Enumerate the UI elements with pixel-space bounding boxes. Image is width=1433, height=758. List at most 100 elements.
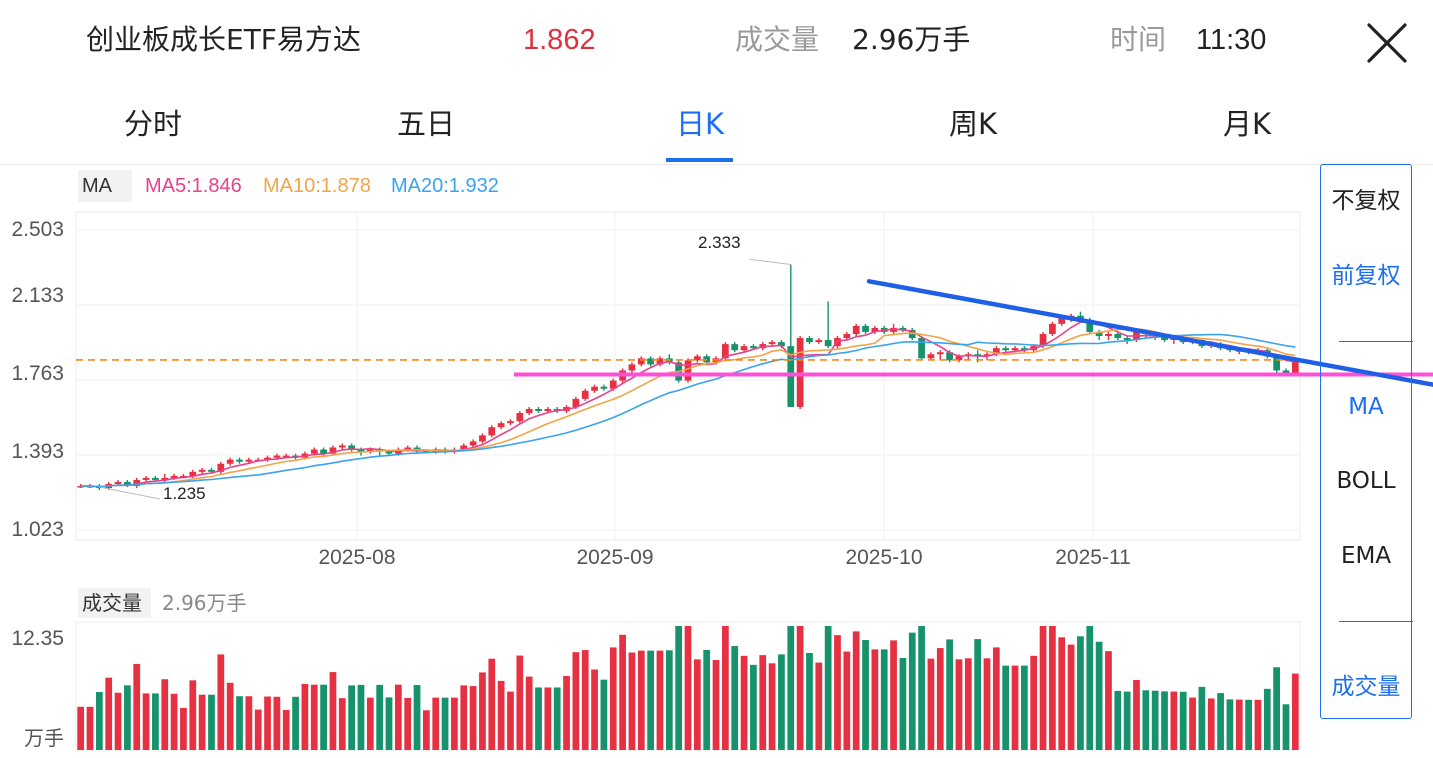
volume-bar (394, 684, 402, 750)
volume-bar (180, 707, 187, 750)
option-no-adjust[interactable]: 不复权 (1331, 188, 1401, 214)
tab-daily-k[interactable]: 日K (675, 107, 725, 141)
volume-bar (778, 654, 785, 750)
volume-bar (1086, 626, 1094, 750)
candle-body (544, 408, 552, 412)
y-tick-label: 1.763 (11, 362, 64, 385)
candle-body (1058, 317, 1066, 324)
volume-bar (441, 697, 449, 750)
volume-bar (479, 672, 486, 750)
candle-body (1011, 348, 1019, 351)
candle-body (469, 441, 477, 446)
period-tabs: 分时 五日 日K 周K 月K (0, 86, 1433, 165)
volume-bar (553, 687, 561, 750)
time-value: 11:30 (1196, 24, 1267, 56)
volume-indicator-value: 2.96万手 (162, 591, 247, 615)
volume-bar (1077, 636, 1084, 750)
volume-bar (1235, 699, 1243, 750)
time-label: 时间 (1110, 23, 1167, 56)
volume-bar (619, 634, 626, 750)
volume-bar (637, 650, 645, 750)
option-volume[interactable]: 成交量 (1331, 674, 1401, 700)
low-annotation: 1.235 (163, 484, 206, 503)
candle-body (77, 486, 85, 488)
volume-bar (1021, 665, 1028, 750)
close-icon[interactable] (1364, 20, 1410, 66)
volume-bar (413, 685, 421, 750)
volume-bar (656, 650, 664, 750)
option-forward-adjust[interactable]: 前复权 (1331, 263, 1401, 289)
candle-body (338, 445, 346, 448)
candle-body (787, 346, 795, 407)
x-tick-label: 2025-11 (1055, 546, 1131, 569)
candle-body (460, 445, 468, 450)
volume-bar (507, 691, 514, 750)
tab-intraday[interactable]: 分时 (123, 107, 183, 141)
ma5-legend: MA5:1.846 (145, 175, 242, 197)
candle-body (936, 352, 944, 355)
volume-bar (208, 694, 215, 750)
candle-body (1282, 370, 1290, 373)
candle-body (133, 479, 141, 487)
candle-body (946, 352, 953, 361)
candle-body (731, 344, 739, 351)
volume-bar (366, 697, 374, 750)
candle-body (852, 325, 860, 334)
volume-bar (983, 658, 991, 750)
candle-body (217, 463, 225, 472)
volume-bar (824, 626, 832, 750)
volume-bar (301, 683, 309, 750)
tab-weekly-k[interactable]: 周K (948, 107, 998, 141)
candle-body (656, 358, 664, 365)
candles (77, 264, 1299, 491)
volume-bar (1011, 665, 1019, 750)
volume-bar (1067, 644, 1075, 750)
ma10-legend: MA10:1.878 (263, 175, 371, 197)
candle-body (824, 340, 832, 347)
ma20-legend: MA20:1.932 (391, 175, 499, 197)
volume-bar (1217, 693, 1224, 750)
volume-bar (1263, 688, 1271, 750)
volume-bar (404, 697, 412, 750)
x-tick-label: 2025-08 (318, 546, 395, 569)
candle-body (226, 459, 234, 464)
tab-monthly-k[interactable]: 月K (1222, 107, 1272, 141)
volume-bar (880, 649, 888, 750)
candle-body (899, 327, 907, 330)
ma-label-bg (78, 170, 132, 202)
volume-bar (806, 652, 813, 750)
candle-body (1039, 333, 1047, 347)
candle-body (236, 459, 243, 462)
volume-bar (647, 650, 654, 750)
candle-body (282, 455, 290, 458)
volume-bar (1198, 686, 1206, 750)
volume-bar (703, 649, 711, 750)
tab-five-day[interactable]: 五日 (396, 107, 456, 141)
candle-body (768, 342, 776, 345)
y-tick-label: 2.503 (11, 218, 64, 241)
option-boll[interactable]: BOLL (1336, 468, 1396, 494)
volume-bar (469, 686, 477, 750)
option-ma[interactable]: MA (1348, 394, 1384, 420)
volume-bar (918, 626, 925, 750)
candle-body (983, 354, 991, 357)
volume-bar (871, 649, 879, 750)
volume-value: 2.96万手 (852, 23, 971, 56)
volume-bar (1030, 655, 1038, 750)
volume-bar (1105, 651, 1112, 750)
option-ema[interactable]: EMA (1340, 543, 1392, 569)
volume-bar (684, 626, 692, 750)
volume-y-unit: 万手 (24, 726, 64, 750)
volume-bar (544, 687, 552, 750)
candle-body (320, 449, 327, 454)
volume-bar (609, 647, 617, 750)
kline-chart[interactable]: MA MA5:1.846 MA10:1.878 MA20:1.932 2.503… (0, 164, 1433, 758)
volume-bar (1170, 691, 1178, 750)
volume-bar (843, 651, 851, 750)
volume-bar (273, 696, 281, 750)
volume-bar (310, 684, 318, 750)
candle-body (1114, 333, 1122, 339)
candle-body (581, 390, 589, 399)
y-tick-label: 1.023 (11, 518, 64, 541)
volume-bar (1245, 699, 1252, 750)
